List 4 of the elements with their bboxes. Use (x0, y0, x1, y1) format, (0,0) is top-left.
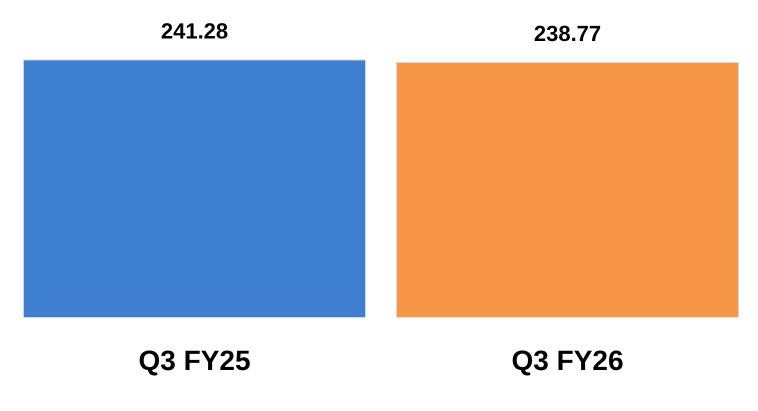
x-tick-label: Q3 FY25 (138, 344, 251, 376)
x-tick-label: Q3 FY26 (511, 344, 624, 376)
data-label: 241.28 (160, 18, 228, 44)
data-label: 238.77 (534, 21, 602, 46)
